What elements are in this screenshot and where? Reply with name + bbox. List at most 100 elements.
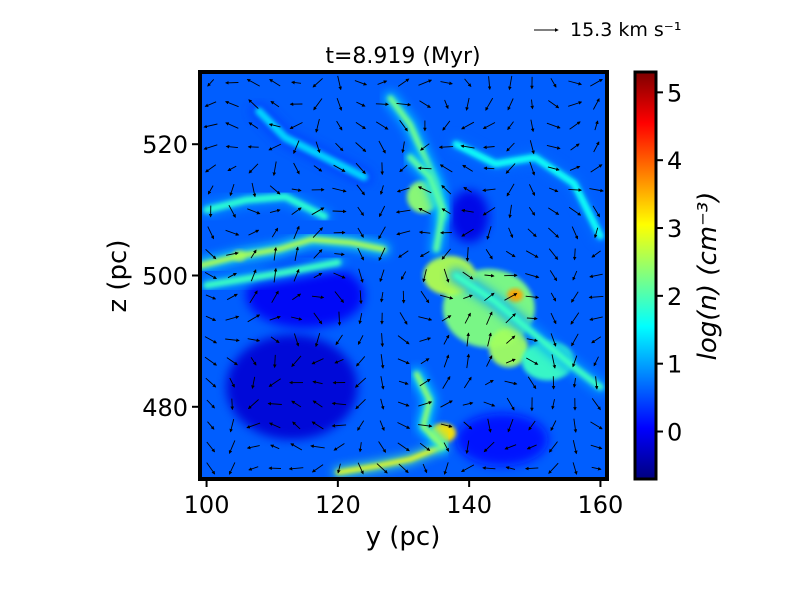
velocity-vector (205, 164, 217, 173)
velocity-vector (482, 466, 496, 470)
velocity-vector (508, 227, 514, 239)
velocity-vector (439, 294, 454, 300)
density-void (226, 334, 358, 440)
velocity-vector (589, 273, 603, 278)
velocity-vector (422, 463, 428, 474)
velocity-vector (207, 79, 215, 87)
velocity-vector (225, 315, 240, 321)
velocity-vector (247, 314, 261, 323)
velocity-vector (204, 272, 217, 279)
velocity-vector (568, 188, 583, 192)
velocity-vector (354, 80, 368, 86)
velocity-vector (461, 208, 474, 213)
velocity-vector (337, 463, 341, 474)
velocity-vector (419, 378, 431, 387)
velocity-vector (335, 334, 343, 346)
velocity-vector (485, 97, 494, 111)
velocity-vector (398, 463, 409, 474)
velocity-vector (420, 358, 430, 365)
velocity-vector (570, 143, 580, 151)
velocity-vector (401, 141, 405, 154)
velocity-vector (464, 312, 471, 324)
velocity-vector (570, 312, 580, 325)
velocity-vector (465, 247, 470, 262)
velocity-vector (461, 228, 474, 237)
velocity-vector (528, 207, 536, 216)
velocity-vector (290, 316, 303, 321)
velocity-vector (396, 230, 411, 236)
velocity-vector (293, 333, 300, 347)
velocity-vector (289, 122, 303, 130)
velocity-vector (268, 143, 282, 151)
colorbar-tick-label: 5 (667, 79, 682, 107)
velocity-vector (336, 120, 343, 131)
velocity-vector (207, 185, 214, 195)
velocity-vector (332, 209, 347, 214)
chart-title: t=8.919 (Myr) (325, 44, 480, 69)
velocity-vector (483, 166, 495, 171)
velocity-vector (442, 120, 451, 131)
velocity-vector (463, 294, 473, 300)
velocity-vector (525, 295, 540, 300)
velocity-vector (550, 312, 557, 325)
velocity-vector (551, 354, 557, 369)
velocity-vector (314, 332, 321, 348)
velocity-vector (526, 444, 537, 450)
velocity-vector (591, 466, 602, 471)
velocity-vector (272, 161, 277, 177)
velocity-vector (310, 444, 325, 449)
velocity-vector (590, 444, 603, 450)
density-filament (452, 272, 604, 391)
velocity-vector (548, 207, 560, 215)
y-axis: 480 500 520 (142, 131, 200, 422)
density-map (198, 70, 609, 481)
velocity-vector (397, 335, 410, 345)
velocity-vector (248, 122, 259, 129)
velocity-vector (288, 466, 304, 471)
velocity-vector (400, 271, 407, 281)
density-filament (413, 371, 446, 449)
velocity-vector (248, 99, 259, 109)
velocity-vector (230, 398, 235, 411)
velocity-vector (269, 79, 281, 87)
velocity-vector (572, 270, 578, 281)
velocity-vector (440, 423, 453, 428)
velocity-vector (589, 188, 604, 193)
velocity-vector (246, 79, 260, 87)
velocity-vector (378, 226, 386, 240)
velocity-vector (529, 161, 536, 176)
velocity-vector (271, 227, 279, 238)
density-filament (203, 259, 342, 289)
velocity-vector (443, 354, 450, 368)
velocity-vector (246, 422, 261, 429)
velocity-vector (549, 270, 558, 282)
density-filament (203, 193, 329, 220)
velocity-vector (590, 421, 603, 430)
velocity-vector (378, 247, 386, 262)
velocity-vector (337, 311, 342, 326)
velocity-vector (571, 333, 579, 347)
velocity-vector (226, 293, 238, 301)
velocity-vector (379, 420, 385, 431)
velocity-vector (443, 462, 449, 475)
velocity-vector (526, 316, 538, 321)
velocity-vector (395, 209, 411, 214)
velocity-vector (528, 420, 536, 431)
colorbar-tick-label: 0 (667, 419, 682, 447)
velocity-vector (591, 336, 602, 344)
velocity-vector (465, 97, 470, 111)
velocity-vector (313, 312, 323, 325)
velocity-vector (356, 356, 366, 367)
velocity-vector (526, 338, 539, 343)
velocity-vector (380, 333, 385, 348)
density-void (456, 413, 548, 466)
velocity-vector (228, 204, 236, 218)
velocity-vector (525, 250, 539, 258)
velocity-vector (246, 445, 260, 450)
velocity-vector (250, 249, 257, 259)
velocity-vector (359, 290, 363, 305)
velocity-vector (420, 143, 430, 151)
velocity-vector (594, 120, 599, 131)
velocity-vector (337, 75, 342, 91)
velocity-vector (507, 418, 514, 433)
